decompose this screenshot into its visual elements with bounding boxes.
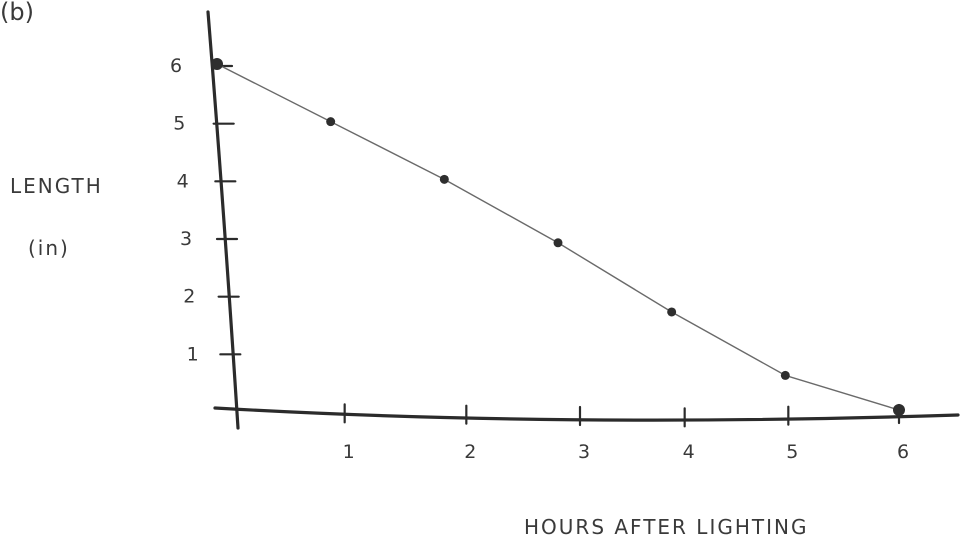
- x-axis-title: HOURS AFTER LIGHTING: [524, 515, 808, 539]
- panel-label: (b): [0, 0, 34, 26]
- data-point-1: [326, 117, 336, 127]
- axes: [206, 10, 960, 430]
- y-axis-line: [206, 10, 240, 430]
- y-tick-label-6: 6: [170, 55, 182, 77]
- tick-labels: 1 2 3 4 5 6 1 2 3 4 5 6: [170, 55, 909, 463]
- x-tick-label-1: 1: [343, 441, 355, 463]
- y-tick-label-4: 4: [177, 170, 189, 192]
- y-axis-title-line-2: (in): [28, 236, 70, 260]
- y-tick-label-1: 1: [187, 343, 199, 365]
- data-point-4: [667, 307, 677, 317]
- y-tick-label-5: 5: [173, 113, 185, 135]
- data-point-2: [439, 174, 449, 184]
- x-tick-label-6: 6: [897, 441, 909, 463]
- x-tick-label-5: 5: [786, 441, 798, 463]
- data-point-3: [553, 238, 563, 248]
- y-axis-title-line-1: LENGTH: [10, 174, 103, 198]
- x-tick-label-4: 4: [683, 441, 695, 463]
- x-tick-label-2: 2: [464, 441, 476, 463]
- data-point-5: [780, 370, 790, 380]
- series: [211, 58, 905, 416]
- data-point-0: [211, 58, 223, 70]
- x-tick-label-3: 3: [578, 441, 590, 463]
- y-tick-label-2: 2: [183, 286, 195, 308]
- data-line: [216, 63, 900, 411]
- y-tick-label-3: 3: [180, 228, 192, 250]
- x-axis-line: [213, 406, 960, 422]
- data-point-6: [893, 404, 905, 416]
